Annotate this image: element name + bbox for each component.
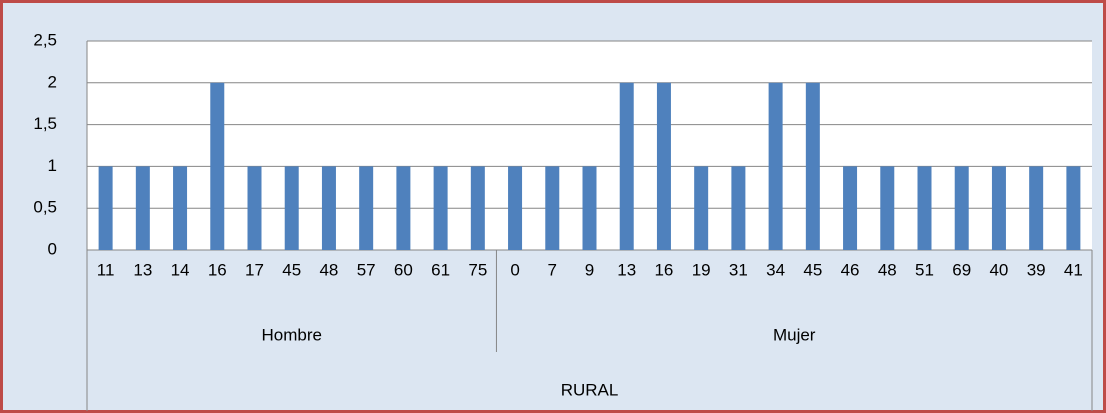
x-tick-label: 11 — [97, 260, 115, 279]
bar — [656, 82, 671, 250]
bar — [917, 166, 932, 250]
y-tick-label: 1 — [48, 156, 57, 175]
x-tick-label: 61 — [431, 260, 450, 279]
x-tick-label: 13 — [133, 260, 152, 279]
bar — [1029, 166, 1044, 250]
group-label: Hombre — [261, 325, 321, 344]
bar — [98, 166, 113, 250]
bar — [470, 166, 485, 250]
bar — [247, 166, 262, 250]
x-tick-label: 14 — [171, 260, 190, 279]
x-tick-label: 0 — [510, 260, 519, 279]
bar — [1066, 166, 1081, 250]
x-tick-label: 45 — [282, 260, 301, 279]
x-tick-label: 7 — [548, 260, 557, 279]
bar — [173, 166, 188, 250]
x-tick-label: 45 — [803, 260, 822, 279]
bar — [880, 166, 895, 250]
x-tick-label: 34 — [766, 260, 785, 279]
x-tick-label: 48 — [878, 260, 897, 279]
x-tick-label: 17 — [245, 260, 264, 279]
bar — [396, 166, 411, 250]
x-tick-label: 46 — [841, 260, 860, 279]
bar — [805, 82, 820, 250]
bar — [843, 166, 858, 250]
group-label: Mujer — [773, 325, 816, 344]
bar — [991, 166, 1006, 250]
y-tick-label: 1,5 — [33, 114, 57, 133]
x-tick-label: 69 — [952, 260, 971, 279]
x-tick-label: 41 — [1064, 260, 1083, 279]
x-tick-label: 40 — [989, 260, 1008, 279]
bar — [619, 82, 634, 250]
bar — [210, 82, 225, 250]
x-tick-label: 75 — [468, 260, 487, 279]
bar — [359, 166, 374, 250]
y-tick-label: 0,5 — [33, 198, 57, 217]
x-tick-label: 16 — [208, 260, 227, 279]
y-tick-label: 2,5 — [33, 30, 57, 49]
bar — [954, 166, 969, 250]
x-tick-label: 60 — [394, 260, 413, 279]
bar — [545, 166, 560, 250]
bar — [582, 166, 597, 250]
top-group-label: RURAL — [561, 380, 619, 399]
bar — [731, 166, 746, 250]
y-tick-label: 2 — [48, 72, 57, 91]
bar — [284, 166, 299, 250]
bar — [433, 166, 448, 250]
x-tick-label: 57 — [357, 260, 376, 279]
x-tick-label: 13 — [617, 260, 636, 279]
bar — [135, 166, 150, 250]
bar — [508, 166, 523, 250]
x-tick-label: 31 — [729, 260, 748, 279]
y-tick-label: 0 — [48, 239, 57, 258]
bar — [694, 166, 709, 250]
x-tick-label: 48 — [319, 260, 338, 279]
x-tick-label: 39 — [1027, 260, 1046, 279]
x-tick-label: 9 — [585, 260, 594, 279]
bar — [768, 82, 783, 250]
x-tick-label: 16 — [654, 260, 673, 279]
x-tick-label: 19 — [692, 260, 711, 279]
x-tick-label: 51 — [915, 260, 934, 279]
bar — [321, 166, 336, 250]
